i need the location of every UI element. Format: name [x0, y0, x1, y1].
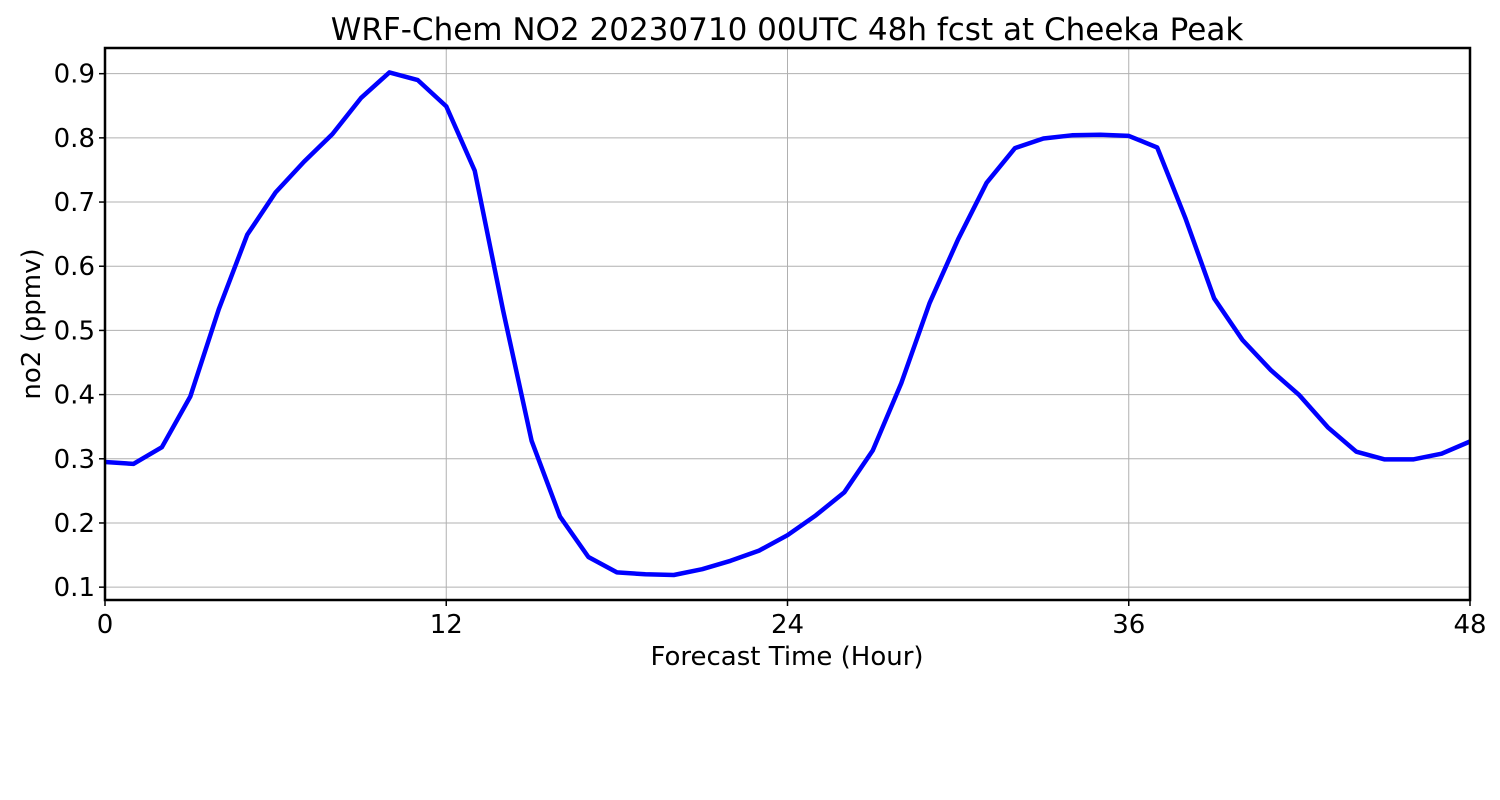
grid-layer: [104, 48, 1471, 600]
y-tick-label: 0.7: [54, 188, 95, 218]
y-tick-label: 0.3: [54, 445, 95, 475]
chart-title: WRF-Chem NO2 20230710 00UTC 48h fcst at …: [331, 12, 1244, 48]
y-tick-label: 0.9: [54, 60, 95, 90]
y-tick-label: 0.6: [54, 252, 95, 282]
y-tick-label: 0.4: [54, 381, 95, 411]
y-tick-label: 0.2: [54, 509, 95, 539]
y-tick-label: 0.8: [54, 124, 95, 154]
x-tick-label: 0: [97, 610, 114, 640]
y-tick-label: 0.5: [54, 316, 95, 346]
x-tick-label: 36: [1112, 610, 1145, 640]
y-axis-label: no2 (ppmv): [17, 248, 47, 399]
x-tick-label: 24: [771, 610, 804, 640]
x-tick-label: 12: [430, 610, 463, 640]
x-axis-label: Forecast Time (Hour): [650, 642, 923, 672]
tick-layer: 0 12 24 36 48 0.1 0.2 0.3 0.4 0.5 0.6 0.7 0.8 0.9: [54, 60, 1487, 640]
x-tick-label: 48: [1453, 610, 1486, 640]
series-layer: [104, 70, 1471, 578]
y-tick-label: 0.1: [54, 573, 95, 603]
